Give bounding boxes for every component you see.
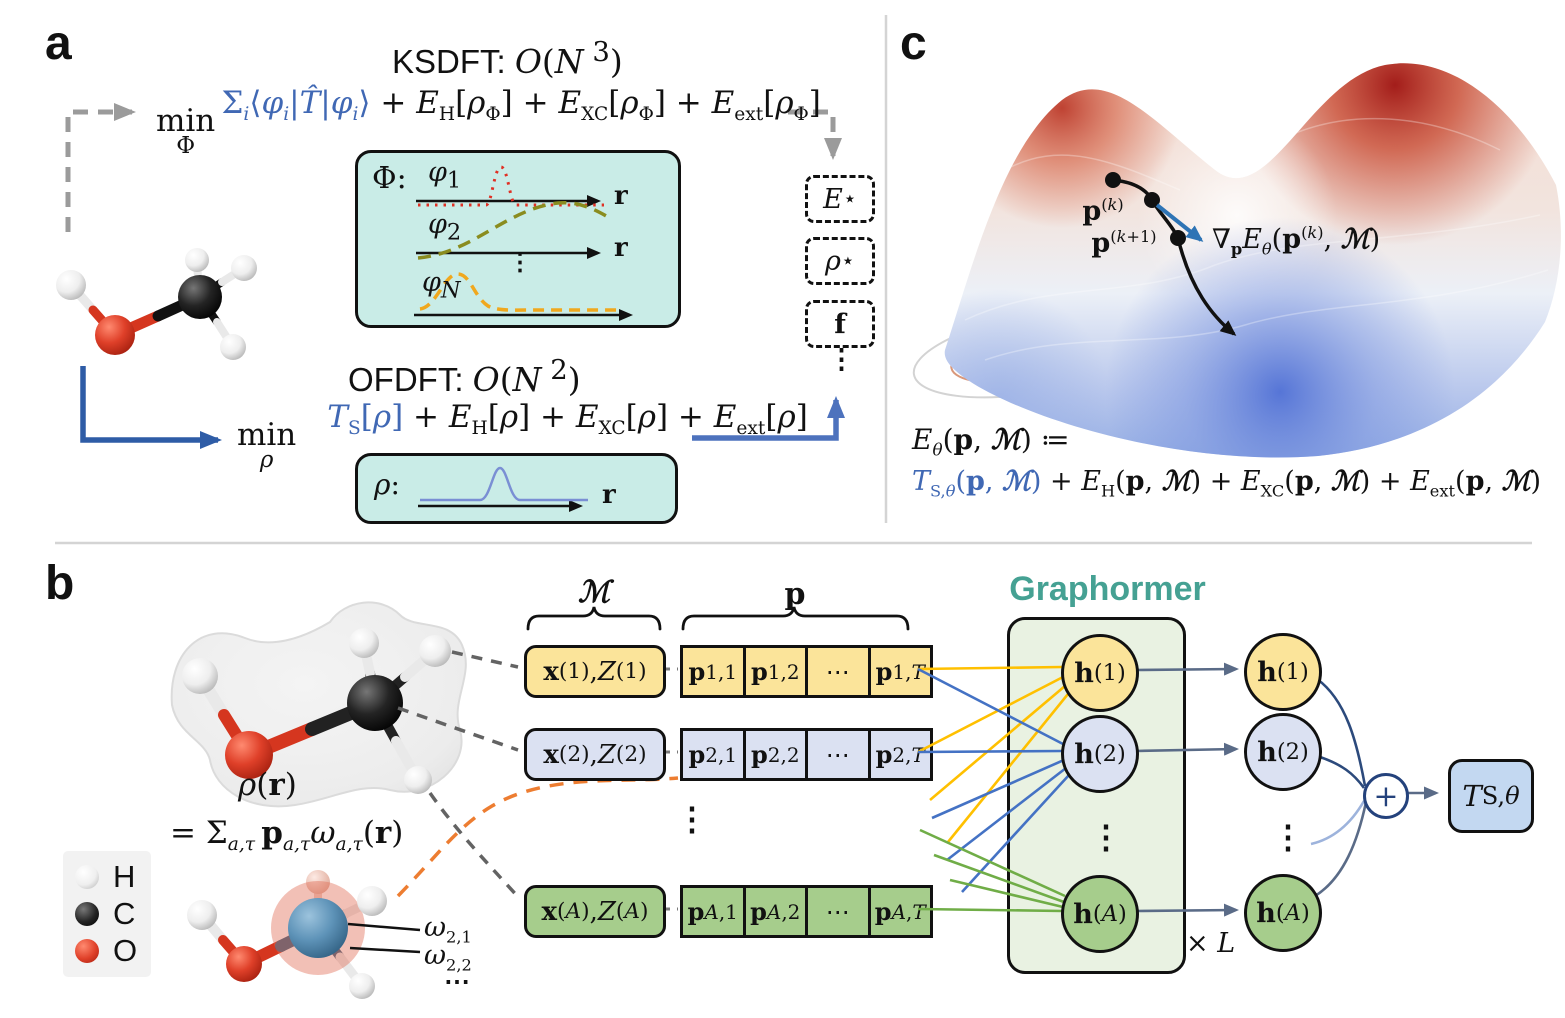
basis-function-molecule-icon: [187, 870, 421, 999]
density-output-box: ρ ⋆: [805, 237, 875, 285]
coefficients-brace-label: p: [784, 577, 806, 612]
rho-label: ρ:: [374, 468, 400, 501]
ofdft-input-arrow: [80, 366, 222, 449]
coeff-cell: p 2,T: [867, 728, 933, 781]
orbitals-box: Φ: φ1 r φ2 r ⋮ φN: [355, 150, 681, 328]
output-node-h1: h (1): [1244, 633, 1322, 711]
output-node-hA: h (A): [1244, 874, 1322, 952]
sum-node: +: [1363, 773, 1409, 819]
orbital-1-label: φ1: [428, 157, 462, 194]
coeff-cell: p 2,1: [680, 728, 746, 781]
panel-c-label: c: [900, 17, 927, 70]
graphormer-title: Graphormer: [1009, 570, 1206, 608]
coeff-cell: ⋯: [805, 645, 871, 698]
panel-b-label: b: [45, 557, 75, 610]
feature-cell-dashes: [661, 667, 678, 911]
coeff-cell: p A,T: [867, 885, 933, 938]
atom-feature-box-2: x (2), Z (2): [524, 728, 666, 781]
ofdft-equation: min ρ TS[ρ] + EH[ρ] + EXC[ρ] + Eext[ρ]: [237, 399, 808, 474]
legend-item-O: O: [75, 933, 139, 969]
coefficient-row-1: p 1,1 p 1,2 ⋯ p 1,T: [680, 645, 933, 698]
oxygen-sphere-icon: [75, 938, 99, 963]
axis-r-label: r: [602, 480, 616, 510]
energy-definition-line1: Eθ(p, ℳ) ≔: [912, 423, 1070, 460]
omega-more-dots: ⋯: [444, 967, 470, 997]
coeff-cell: p A,1: [680, 885, 746, 938]
density-wave: [418, 466, 588, 512]
ofdft-title: OFDFT: O(N 2): [348, 354, 581, 399]
gradient-label: ∇pEθ(p(k), ℳ): [1212, 223, 1381, 259]
omega-pointer-line-1: [347, 922, 421, 932]
forces-output-box: f: [805, 300, 875, 348]
graphormer-nodes-dots: ⋮: [1090, 818, 1122, 856]
density-expansion-equation: = Σa,τ pa,τωa,τ(r): [170, 815, 404, 856]
orbital-dots: ⋮: [508, 247, 532, 276]
coeff-cell: ⋯: [805, 885, 871, 938]
coeff-cell: ⋯: [805, 728, 871, 781]
layer-count-label: × L: [1186, 928, 1236, 959]
legend-item-H: H: [75, 859, 139, 895]
atom-feature-box-A: x (A), Z (A): [524, 885, 666, 938]
legend-item-C: C: [75, 896, 139, 932]
output-nodes-dots: ⋮: [1272, 818, 1304, 856]
readout-converge-curves: [1310, 677, 1368, 898]
coeff-cell: p 2,2: [742, 728, 808, 781]
coeff-cell: p 1,2: [742, 645, 808, 698]
hydrogen-sphere-icon: [75, 865, 99, 890]
omega-2-1-label: ω2,1: [424, 912, 472, 947]
p-k-label: p(k): [1082, 195, 1124, 227]
legend-label: C: [113, 895, 136, 931]
energy-definition-line2: TS,θ(p, ℳ) + EH(p, ℳ) + EXC(p, ℳ) + Eext…: [912, 466, 1542, 501]
kinetic-energy-output-box: T S,θ: [1448, 759, 1534, 833]
omega-pointer-line-2: [349, 946, 421, 954]
coefficient-row-A: p A,1 p A,2 ⋯ p A,T: [680, 885, 933, 938]
graphormer-node-hA: h (A): [1061, 875, 1139, 953]
panel-a-label: a: [45, 17, 72, 70]
ksdft-input-arrow: [65, 103, 136, 232]
orbital-waves: [414, 165, 633, 321]
rows-dots: ⋮: [676, 800, 708, 838]
omega-halo: [271, 881, 365, 975]
phi2-curve: [417, 200, 609, 260]
coeff-cell: p A,2: [742, 885, 808, 938]
methanol-molecule-large-icon: [182, 628, 451, 794]
orbital-N-label: φN: [422, 267, 461, 304]
omega-2-2-label: ω2,2: [424, 940, 472, 975]
methanol-molecule-icon: [56, 248, 257, 360]
omega-coefficient-connector: [396, 776, 679, 898]
energy-surface: [912, 63, 1561, 458]
molecule-set-brace-label: ℳ: [577, 575, 611, 610]
phi-set-label: Φ:: [372, 161, 407, 196]
phiN-curve: [419, 272, 622, 312]
atom-feature-box-1: x (1), Z (1): [524, 645, 666, 698]
coeff-cell: p 1,T: [867, 645, 933, 698]
carbon-sphere-icon: [75, 901, 99, 926]
p-k1-label: p(k+1): [1091, 227, 1157, 259]
density-blob: [170, 601, 467, 808]
coefficient-row-2: p 2,1 p 2,2 ⋯ p 2,T: [680, 728, 933, 781]
legend-label: O: [113, 932, 138, 968]
outputs-dots: ⋮: [828, 344, 855, 375]
legend-label: H: [113, 859, 136, 895]
rho-curve: [420, 466, 588, 502]
atom-feature-connectors: [397, 650, 522, 901]
orbital-2-label: φ2: [428, 209, 462, 246]
coeff-cell: p 1,1: [680, 645, 746, 698]
output-node-h2: h (2): [1244, 713, 1322, 791]
density-box: ρ: r: [355, 453, 678, 524]
axis-r-label: r: [614, 181, 628, 211]
basis-center-sphere: [288, 898, 348, 958]
energy-output-box: E ⋆: [805, 175, 875, 223]
ksdft-title: KSDFT: O(N 3): [392, 36, 623, 81]
density-function-label: ρ(r): [238, 767, 297, 803]
graphormer-node-h2: h (2): [1061, 715, 1139, 793]
graphormer-node-h1: h (1): [1061, 634, 1139, 712]
axis-r-label: r: [614, 233, 628, 263]
atom-legend: H C O: [63, 851, 151, 977]
ksdft-equation: min Φ Σi⟨φi|T̂|φi⟩ + EH[ρΦ] + EXC[ρΦ] + E…: [156, 85, 821, 160]
phi1-curve: [418, 165, 604, 207]
